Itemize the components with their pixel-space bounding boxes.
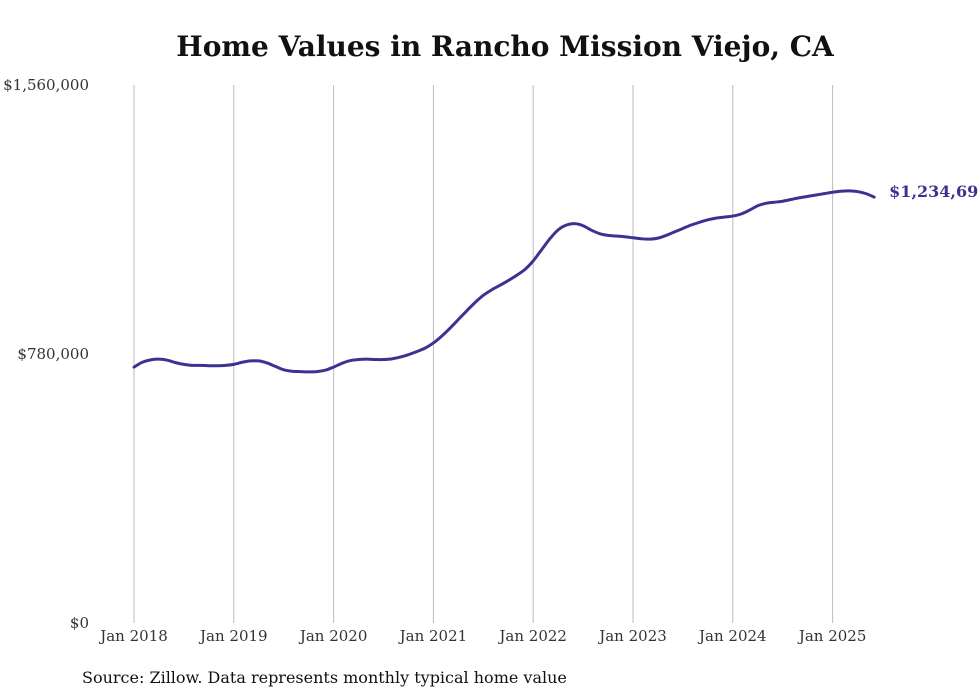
x-tick-label: Jan 2021 [398, 627, 468, 645]
grid-lines [133, 85, 834, 623]
end-value-label: $1,234,69 [889, 182, 978, 201]
series-layer [132, 189, 876, 374]
x-axis-ticks: Jan 2018 Jan 2019 Jan 2020 Jan 2021 Jan 2022… [98, 627, 866, 645]
end-label-layer: $1,234,69 [889, 182, 978, 201]
y-tick-label: $0 [70, 614, 89, 632]
x-tick-label: Jan 2018 [98, 627, 168, 645]
x-tick-label: Jan 2025 [797, 627, 867, 645]
source-note: Source: Zillow. Data represents monthly … [82, 668, 567, 687]
y-tick-label: $1,560,000 [3, 76, 89, 94]
x-tick-label: Jan 2019 [198, 627, 268, 645]
y-axis-ticks: $0 $780,000 $1,560,000 [3, 76, 89, 632]
series-line [132, 189, 876, 374]
x-tick-label: Jan 2020 [298, 627, 368, 645]
y-tick-label: $780,000 [17, 345, 89, 363]
x-tick-label: Jan 2023 [597, 627, 667, 645]
x-tick-label: Jan 2022 [497, 627, 567, 645]
chart-title: Home Values in Rancho Mission Viejo, CA [176, 30, 834, 63]
x-tick-label: Jan 2024 [697, 627, 767, 645]
